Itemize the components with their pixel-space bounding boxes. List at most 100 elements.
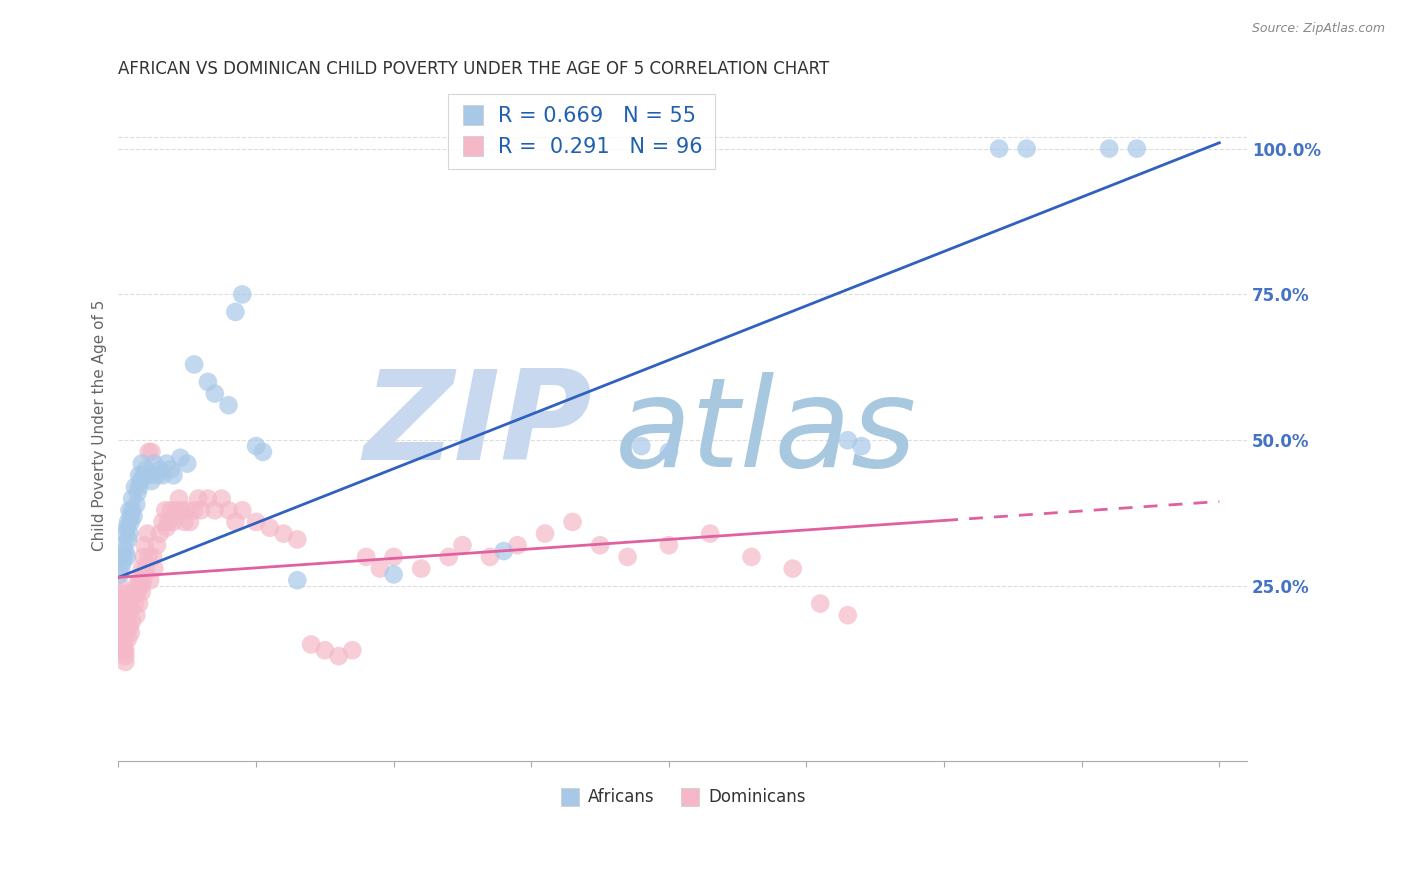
Point	[114, 526, 136, 541]
Point	[658, 538, 681, 552]
Point	[162, 515, 184, 529]
Point	[149, 462, 172, 476]
Point	[120, 509, 142, 524]
Point	[197, 375, 219, 389]
Point	[111, 556, 134, 570]
Point	[851, 439, 873, 453]
Point	[124, 480, 146, 494]
Point	[179, 515, 201, 529]
Point	[837, 608, 859, 623]
Point	[127, 485, 149, 500]
Point	[152, 515, 174, 529]
Point	[117, 632, 139, 646]
Point	[108, 567, 131, 582]
Point	[135, 561, 157, 575]
Point	[131, 561, 153, 575]
Point	[128, 468, 150, 483]
Point	[658, 445, 681, 459]
Point	[176, 457, 198, 471]
Point	[112, 637, 135, 651]
Point	[125, 579, 148, 593]
Point	[167, 491, 190, 506]
Point	[492, 544, 515, 558]
Point	[156, 515, 179, 529]
Point	[115, 549, 138, 564]
Point	[111, 625, 134, 640]
Point	[125, 497, 148, 511]
Text: atlas: atlas	[614, 372, 917, 493]
Point	[204, 503, 226, 517]
Point	[124, 597, 146, 611]
Point	[245, 439, 267, 453]
Point	[173, 515, 195, 529]
Point	[187, 491, 209, 506]
Point	[114, 544, 136, 558]
Point	[132, 574, 155, 588]
Point	[139, 574, 162, 588]
Point	[152, 468, 174, 483]
Point	[110, 602, 132, 616]
Point	[534, 526, 557, 541]
Point	[121, 503, 143, 517]
Point	[117, 533, 139, 547]
Point	[115, 614, 138, 628]
Point	[121, 491, 143, 506]
Point	[121, 614, 143, 628]
Point	[129, 579, 152, 593]
Point	[120, 625, 142, 640]
Point	[988, 142, 1011, 156]
Point	[118, 526, 141, 541]
Point	[630, 439, 652, 453]
Point	[204, 386, 226, 401]
Text: ZIP: ZIP	[364, 365, 592, 486]
Point	[176, 503, 198, 517]
Text: AFRICAN VS DOMINICAN CHILD POVERTY UNDER THE AGE OF 5 CORRELATION CHART: AFRICAN VS DOMINICAN CHILD POVERTY UNDER…	[118, 60, 830, 78]
Legend: Africans, Dominicans: Africans, Dominicans	[553, 781, 813, 814]
Point	[224, 515, 246, 529]
Point	[146, 538, 169, 552]
Point	[273, 526, 295, 541]
Point	[506, 538, 529, 552]
Point	[138, 468, 160, 483]
Point	[183, 358, 205, 372]
Point	[218, 503, 240, 517]
Point	[224, 305, 246, 319]
Point	[211, 491, 233, 506]
Point	[155, 457, 177, 471]
Point	[131, 585, 153, 599]
Point	[112, 632, 135, 646]
Point	[108, 585, 131, 599]
Point	[120, 515, 142, 529]
Point	[132, 549, 155, 564]
Point	[111, 620, 134, 634]
Point	[138, 549, 160, 564]
Point	[112, 549, 135, 564]
Point	[170, 503, 193, 517]
Point	[134, 538, 156, 552]
Point	[231, 503, 253, 517]
Point	[169, 450, 191, 465]
Point	[114, 643, 136, 657]
Point	[112, 643, 135, 657]
Point	[115, 521, 138, 535]
Point	[117, 608, 139, 623]
Point	[808, 597, 831, 611]
Point	[146, 468, 169, 483]
Point	[354, 549, 377, 564]
Point	[115, 608, 138, 623]
Point	[141, 445, 163, 459]
Point	[285, 533, 308, 547]
Point	[128, 574, 150, 588]
Point	[122, 509, 145, 524]
Point	[131, 457, 153, 471]
Point	[132, 468, 155, 483]
Point	[149, 526, 172, 541]
Point	[259, 521, 281, 535]
Point	[183, 503, 205, 517]
Point	[125, 608, 148, 623]
Point	[782, 561, 804, 575]
Point	[165, 503, 187, 517]
Point	[108, 579, 131, 593]
Point	[115, 620, 138, 634]
Point	[111, 549, 134, 564]
